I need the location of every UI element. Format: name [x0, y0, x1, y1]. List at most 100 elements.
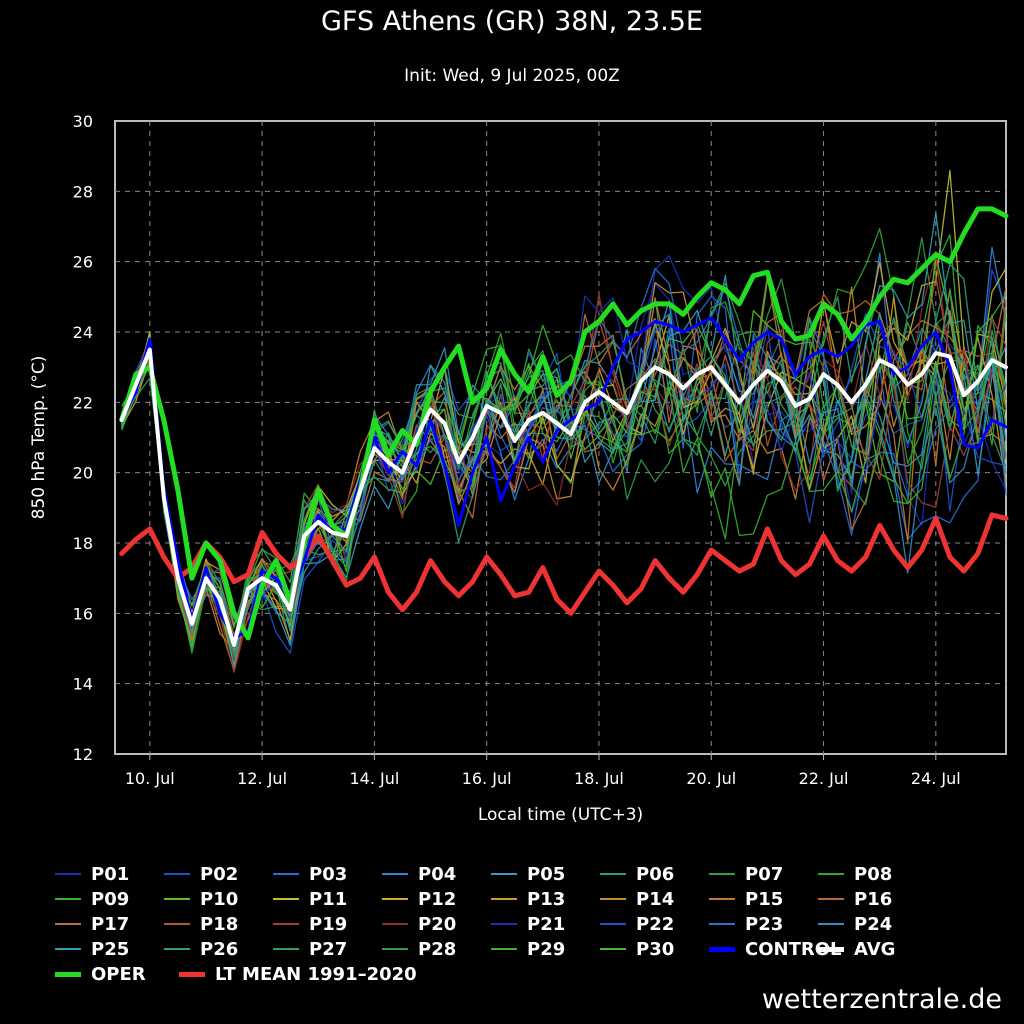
ensemble-member-line-p04	[121, 246, 1007, 667]
ensemble-member-line-p17	[121, 312, 1007, 639]
legend-swatch	[55, 923, 81, 925]
legend-swatch	[600, 948, 626, 950]
legend-item: P12	[382, 887, 456, 911]
legend-label: P29	[527, 938, 566, 960]
legend-swatch	[382, 873, 408, 875]
legend-swatch	[55, 898, 81, 900]
legend-label: P25	[91, 938, 130, 960]
legend-label: P20	[418, 913, 457, 935]
legend-item: P11	[273, 887, 347, 911]
legend-swatch	[709, 946, 735, 952]
legend-label: P18	[200, 913, 239, 935]
x-tick-label: 20. Jul	[686, 769, 736, 788]
legend-swatch	[491, 923, 517, 925]
legend-item: P28	[382, 937, 456, 961]
legend-item: P24	[818, 912, 892, 936]
legend-item: P23	[709, 912, 783, 936]
legend-label: P08	[854, 863, 893, 885]
legend-item: P04	[382, 862, 456, 886]
legend-label: P15	[745, 888, 784, 910]
legend-item: P18	[164, 912, 238, 936]
legend-label: P14	[636, 888, 675, 910]
legend-label: P17	[91, 913, 130, 935]
legend-item: CONTROL	[709, 937, 842, 961]
legend-label: P07	[745, 863, 784, 885]
y-tick-label: 30	[73, 112, 93, 131]
x-tick-label: 18. Jul	[574, 769, 624, 788]
legend-item: P15	[709, 887, 783, 911]
y-tick-label: 28	[73, 182, 93, 201]
legend-swatch	[818, 923, 844, 925]
ensemble-member-line-p16	[121, 293, 1007, 671]
y-tick-label: 26	[73, 253, 93, 272]
legend-label: P21	[527, 913, 566, 935]
x-tick-label: 10. Jul	[125, 769, 175, 788]
legend-item: P22	[600, 912, 674, 936]
legend-item: AVG	[818, 937, 895, 961]
legend-swatch	[491, 898, 517, 900]
ensemble-member-line-p25	[121, 212, 1007, 668]
y-tick-label: 16	[73, 604, 93, 623]
legend-item: P06	[600, 862, 674, 886]
legend-item: P19	[273, 912, 347, 936]
chart-subtitle: Init: Wed, 9 Jul 2025, 00Z	[404, 66, 620, 86]
y-tick-label: 22	[73, 393, 93, 412]
legend-item: P10	[164, 887, 238, 911]
legend-label: P28	[418, 938, 457, 960]
x-tick-label: 24. Jul	[911, 769, 961, 788]
legend-swatch	[491, 873, 517, 875]
credit-text: wetterzentrale.de	[761, 984, 1002, 1015]
legend-item: P09	[55, 887, 129, 911]
legend-label: P03	[309, 863, 348, 885]
legend-item: P29	[491, 937, 565, 961]
y-tick-label: 14	[73, 675, 93, 694]
legend-label: CONTROL	[745, 938, 842, 960]
y-axis-label: 850 hPa Temp. (°C)	[29, 356, 49, 520]
legend-label: AVG	[854, 938, 896, 960]
legend-item: P07	[709, 862, 783, 886]
legend-swatch	[709, 923, 735, 925]
y-tick-label: 24	[73, 323, 93, 342]
legend-label: OPER	[91, 963, 146, 985]
legend-label: P11	[309, 888, 348, 910]
legend-swatch	[55, 873, 81, 875]
legend-label: P02	[200, 863, 239, 885]
legend-item: P08	[818, 862, 892, 886]
series-line-lt-mean-1991-2020	[119, 512, 1009, 616]
x-tick-label: 22. Jul	[799, 769, 849, 788]
legend-swatch	[273, 948, 299, 950]
legend-swatch	[818, 873, 844, 875]
legend-swatch	[164, 948, 190, 950]
legend-label: P22	[636, 913, 675, 935]
legend-swatch	[382, 948, 408, 950]
legend-swatch	[382, 923, 408, 925]
legend-label: P27	[309, 938, 348, 960]
legend-swatch	[491, 948, 517, 950]
x-tick-label: 12. Jul	[237, 769, 287, 788]
legend-swatch	[164, 898, 190, 900]
legend-item: P20	[382, 912, 456, 936]
legend-item: P26	[164, 937, 238, 961]
legend-label: P23	[745, 913, 784, 935]
legend-swatch	[273, 873, 299, 875]
legend-item: P27	[273, 937, 347, 961]
legend-item: P13	[491, 887, 565, 911]
legend-item: P17	[55, 912, 129, 936]
legend-swatch	[818, 946, 844, 952]
legend-swatch	[179, 971, 205, 977]
legend-label: P26	[200, 938, 239, 960]
legend-label: P16	[854, 888, 893, 910]
legend-swatch	[55, 948, 81, 950]
legend-swatch	[709, 898, 735, 900]
legend-item: P14	[600, 887, 674, 911]
legend-swatch	[273, 898, 299, 900]
legend-label: P19	[309, 913, 348, 935]
legend-item: P05	[491, 862, 565, 886]
legend-label: P06	[636, 863, 675, 885]
legend-label: P05	[527, 863, 566, 885]
legend-swatch	[709, 873, 735, 875]
y-tick-label: 18	[73, 534, 93, 553]
legend-item: P21	[491, 912, 565, 936]
series-line-avg	[119, 347, 1008, 647]
legend-item: P03	[273, 862, 347, 886]
